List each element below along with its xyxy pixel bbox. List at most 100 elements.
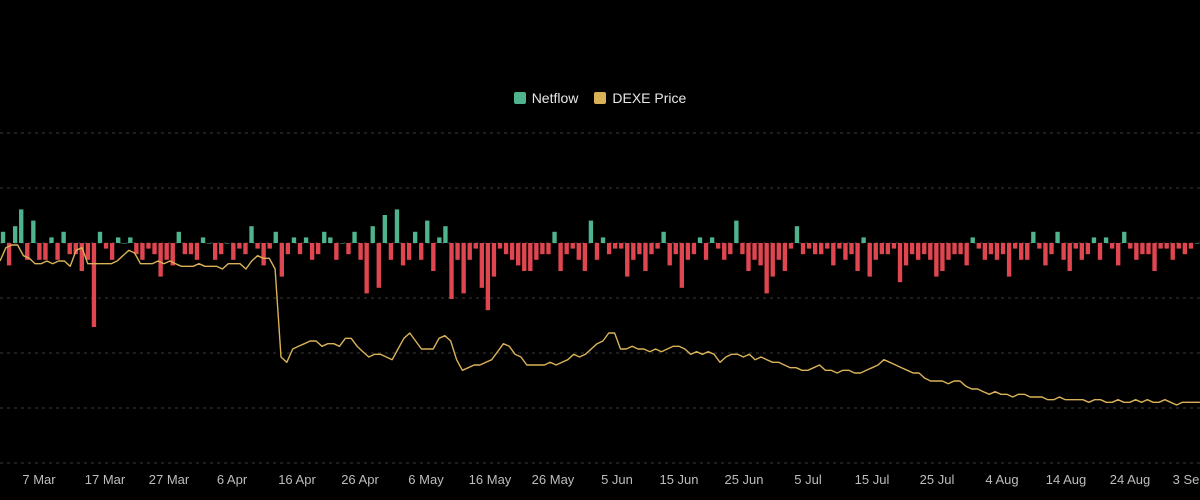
netflow-bar[interactable] — [1140, 243, 1145, 255]
netflow-bar[interactable] — [425, 220, 430, 243]
netflow-bar[interactable] — [1079, 243, 1084, 260]
netflow-bar[interactable] — [243, 243, 248, 255]
netflow-bar[interactable] — [206, 243, 212, 244]
netflow-bar[interactable] — [752, 243, 757, 260]
netflow-bar[interactable] — [19, 209, 24, 243]
netflow-bar[interactable] — [1109, 243, 1115, 249]
netflow-bar[interactable] — [540, 243, 545, 255]
netflow-bar[interactable] — [667, 243, 672, 266]
netflow-bar[interactable] — [588, 220, 594, 243]
netflow-bar[interactable] — [328, 237, 333, 243]
netflow-bar[interactable] — [994, 243, 1000, 260]
netflow-bar[interactable] — [637, 243, 642, 255]
netflow-bar[interactable] — [885, 243, 891, 255]
netflow-bar[interactable] — [1103, 237, 1109, 243]
netflow-bar[interactable] — [194, 243, 200, 260]
netflow-bar[interactable] — [316, 243, 321, 255]
netflow-bar[interactable] — [746, 243, 751, 271]
netflow-bar[interactable] — [406, 243, 412, 260]
netflow-bar[interactable] — [182, 243, 188, 255]
netflow-bar[interactable] — [1182, 243, 1188, 255]
netflow-bar[interactable] — [782, 243, 788, 271]
netflow-bar[interactable] — [740, 243, 745, 255]
netflow-bar[interactable] — [31, 220, 36, 243]
netflow-bar[interactable] — [625, 243, 630, 277]
netflow-bar[interactable] — [764, 243, 769, 294]
netflow-bar[interactable] — [128, 237, 133, 243]
netflow-bar[interactable] — [394, 209, 400, 243]
netflow-bar[interactable] — [6, 243, 12, 266]
netflow-bar[interactable] — [825, 243, 830, 249]
netflow-bar[interactable] — [73, 243, 78, 255]
netflow-bar[interactable] — [679, 243, 684, 288]
netflow-bar[interactable] — [903, 243, 909, 266]
netflow-bar[interactable] — [861, 237, 866, 243]
netflow-bar[interactable] — [79, 243, 84, 271]
netflow-bar[interactable] — [455, 243, 460, 260]
netflow-bar[interactable] — [237, 243, 242, 249]
netflow-bar[interactable] — [412, 231, 418, 243]
netflow-bar[interactable] — [212, 243, 218, 260]
netflow-bar[interactable] — [831, 243, 836, 266]
netflow-bar[interactable] — [509, 243, 515, 260]
netflow-bar[interactable] — [322, 231, 327, 243]
netflow-bar[interactable] — [97, 231, 103, 243]
netflow-bar[interactable] — [982, 243, 988, 260]
netflow-bar[interactable] — [600, 237, 606, 243]
netflow-bar[interactable] — [879, 243, 884, 255]
netflow-bar[interactable] — [485, 243, 491, 311]
netflow-bar[interactable] — [606, 243, 612, 255]
netflow-bar[interactable] — [788, 243, 794, 249]
netflow-bar[interactable] — [473, 243, 478, 249]
netflow-bar[interactable] — [958, 243, 963, 255]
netflow-bar[interactable] — [594, 243, 600, 260]
netflow-bar[interactable] — [1025, 243, 1030, 260]
netflow-bar[interactable] — [285, 243, 291, 255]
price-line-path[interactable] — [0, 244, 1200, 406]
netflow-bar[interactable] — [849, 243, 854, 255]
netflow-bar[interactable] — [91, 243, 97, 327]
netflow-bar[interactable] — [1031, 231, 1036, 243]
netflow-bar[interactable] — [940, 243, 945, 271]
netflow-bar[interactable] — [200, 237, 206, 243]
netflow-bar[interactable] — [685, 243, 691, 260]
netflow-bar[interactable] — [334, 243, 339, 260]
netflow-bar[interactable] — [673, 243, 678, 255]
netflow-bar[interactable] — [309, 243, 315, 260]
netflow-bar[interactable] — [85, 243, 91, 260]
netflow-bar[interactable] — [170, 243, 175, 266]
netflow-bar[interactable] — [758, 243, 763, 266]
netflow-bar[interactable] — [231, 243, 236, 260]
netflow-bar[interactable] — [140, 243, 145, 260]
netflow-bar[interactable] — [370, 226, 375, 243]
legend-item-price[interactable]: DEXE Price — [594, 90, 686, 106]
netflow-bar[interactable] — [297, 243, 303, 255]
netflow-bar[interactable] — [255, 243, 260, 249]
netflow-bar[interactable] — [431, 243, 436, 271]
netflow-bar[interactable] — [946, 243, 951, 260]
netflow-bar[interactable] — [279, 243, 284, 277]
netflow-bar[interactable] — [661, 231, 666, 243]
netflow-bar[interactable] — [697, 237, 703, 243]
netflow-bar[interactable] — [794, 226, 800, 243]
netflow-bar[interactable] — [891, 243, 897, 249]
netflow-bar[interactable] — [988, 243, 994, 255]
netflow-bar[interactable] — [1049, 243, 1054, 255]
netflow-bar[interactable] — [1061, 243, 1066, 260]
netflow-bar[interactable] — [225, 243, 230, 244]
netflow-bar[interactable] — [122, 243, 127, 244]
netflow-bar[interactable] — [564, 243, 569, 255]
netflow-bar[interactable] — [219, 243, 224, 255]
netflow-bar[interactable] — [643, 243, 648, 271]
netflow-bar[interactable] — [358, 243, 363, 260]
netflow-bar[interactable] — [419, 243, 424, 260]
netflow-bar[interactable] — [570, 243, 575, 249]
netflow-bar[interactable] — [928, 243, 933, 260]
netflow-bar[interactable] — [703, 243, 709, 260]
netflow-bar[interactable] — [449, 243, 454, 299]
netflow-bar[interactable] — [897, 243, 903, 283]
netflow-bar[interactable] — [909, 243, 915, 255]
netflow-bar[interactable] — [164, 243, 169, 260]
netflow-bar[interactable] — [37, 243, 42, 260]
netflow-bar[interactable] — [534, 243, 539, 260]
